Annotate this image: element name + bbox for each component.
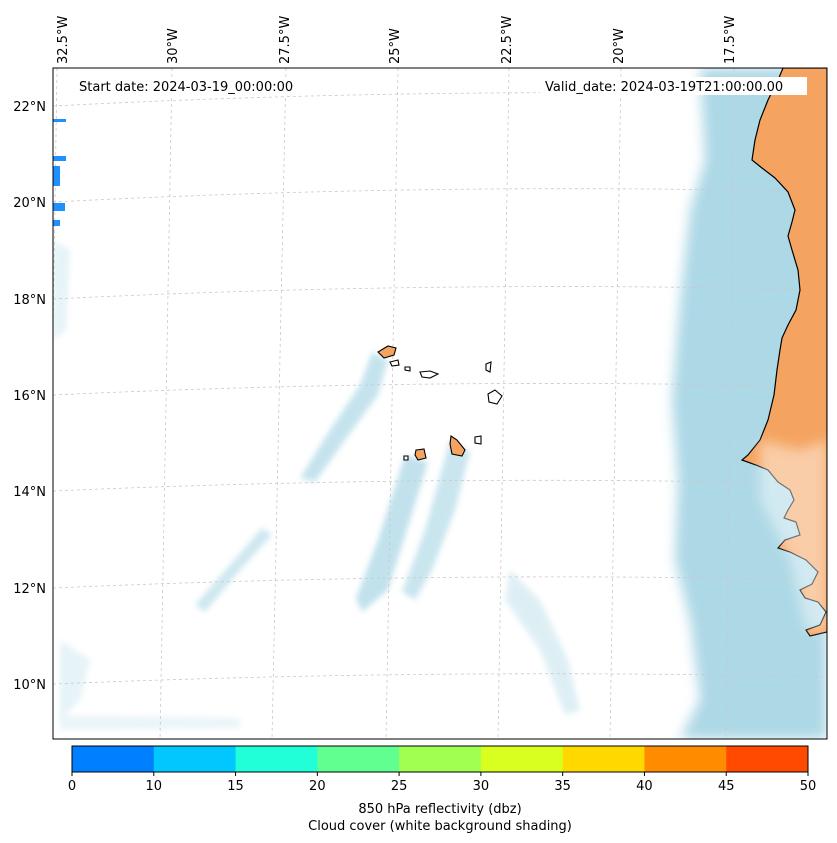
lat-label: 18°N — [13, 293, 46, 308]
lon-label: 20°W — [612, 28, 627, 64]
colorbar-tick-label: 40 — [636, 779, 653, 794]
colorbar-tick-label: 0 — [68, 779, 76, 794]
valid-date-box — [540, 77, 807, 95]
lat-label: 22°N — [13, 100, 46, 115]
colorbar-tick-label: 45 — [718, 779, 735, 794]
colorbar-segment — [317, 746, 400, 772]
colorbar-segment — [72, 746, 155, 772]
colorbar-tick-label: 20 — [309, 779, 326, 794]
colorbar-label: 850 hPa reflectivity (dbz) — [358, 802, 522, 817]
colorbar-tick-label: 50 — [800, 779, 817, 794]
lon-label: 27.5°W — [278, 16, 293, 64]
lat-label: 12°N — [13, 582, 46, 597]
lon-label: 17.5°W — [723, 16, 738, 64]
colorbar-tick-label: 35 — [554, 779, 571, 794]
island-maio — [474, 435, 482, 445]
cloud-streak — [300, 352, 388, 482]
island-sao-vicente — [389, 359, 400, 367]
lat-label: 14°N — [13, 485, 46, 500]
colorbar-segment — [235, 746, 318, 772]
island-santo-antao — [377, 345, 397, 359]
island-fogo — [414, 448, 427, 461]
lat-label: 20°N — [13, 196, 46, 211]
colorbar-tick-label: 10 — [146, 779, 163, 794]
lat-label: 10°N — [13, 678, 46, 693]
colorbar-frame — [71, 745, 809, 773]
island-santiago — [449, 435, 466, 457]
colorbar-caption: 850 hPa reflectivity (dbz) Cloud cover (… — [72, 801, 808, 835]
island-santa-luzia — [404, 366, 411, 372]
lon-label: 32.5°W — [56, 16, 71, 64]
lon-label: 30°W — [166, 28, 181, 64]
start-date-label: Start date: 2024-03-19_00:00:00 — [79, 80, 293, 95]
land-cape-verde — [377, 345, 503, 461]
map-frame — [52, 67, 828, 740]
colorbar-tick-label: 15 — [227, 779, 244, 794]
cloud-streak — [53, 240, 70, 340]
island-boa-vista — [487, 389, 503, 405]
cloud-over-land — [760, 440, 827, 632]
cloud-streak — [60, 640, 90, 720]
colorbar-segment — [644, 746, 727, 772]
cloud-streak — [402, 440, 470, 600]
lat-label: 16°N — [13, 389, 46, 404]
island-sal — [485, 361, 492, 373]
colorbar: 0 10 15 20 25 30 35 40 45 50 — [68, 745, 817, 794]
colorbar-segment — [562, 746, 645, 772]
colorbar-segment — [153, 746, 237, 772]
lon-label: 22.5°W — [500, 16, 515, 64]
valid-date-label: Valid_date: 2024-03-19T21:00:00.00 — [545, 80, 783, 95]
colorbar-tick-label: 25 — [391, 779, 408, 794]
colorbar-segment — [726, 746, 809, 772]
island-brava — [403, 455, 409, 461]
cloud-streak — [195, 528, 272, 612]
island-sao-nicolau — [419, 370, 440, 379]
colorbar-tick-label: 30 — [473, 779, 490, 794]
graticule — [53, 68, 827, 739]
start-date-box — [74, 77, 312, 95]
lon-label: 25°W — [388, 28, 403, 64]
reflectivity-patches — [53, 119, 66, 226]
colorbar-segment — [399, 746, 482, 772]
cloud-streak — [505, 570, 580, 715]
colorbar-sublabel: Cloud cover (white background shading) — [308, 819, 572, 834]
cloud-streak — [60, 715, 240, 730]
colorbar-segment — [480, 746, 564, 772]
cloud-streak — [356, 455, 428, 612]
